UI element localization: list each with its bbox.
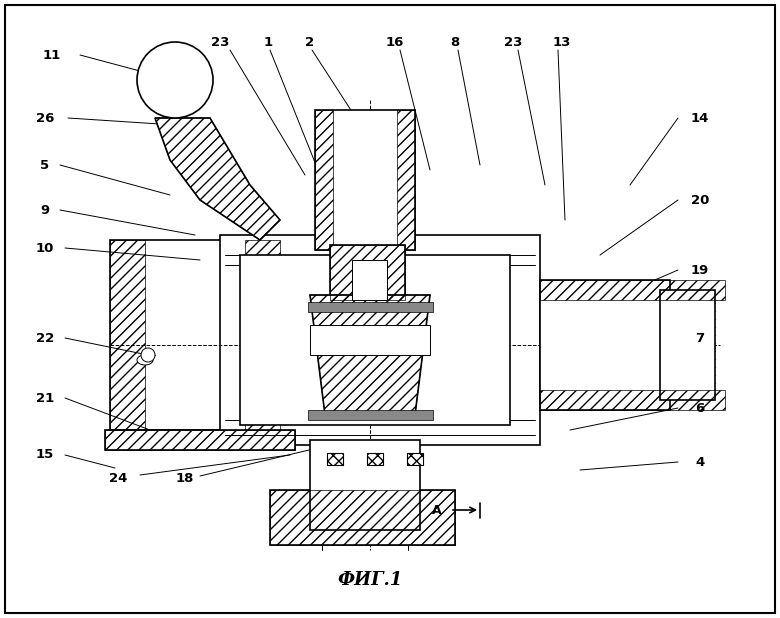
Bar	[110, 240, 280, 430]
Bar	[660, 290, 715, 400]
Text: 23: 23	[211, 35, 229, 48]
Text: 14: 14	[691, 111, 709, 124]
Polygon shape	[310, 295, 430, 415]
Text: 2: 2	[306, 35, 314, 48]
Text: ФИГ.1: ФИГ.1	[338, 571, 402, 589]
Bar	[367, 453, 383, 465]
Bar	[245, 240, 280, 430]
Text: 20: 20	[691, 193, 709, 206]
Bar	[110, 240, 145, 430]
Text: 1: 1	[264, 35, 272, 48]
Bar	[330, 245, 405, 300]
Bar	[105, 430, 295, 450]
Bar	[330, 245, 405, 300]
Bar	[315, 110, 415, 250]
Text: 10: 10	[36, 242, 54, 255]
Circle shape	[141, 348, 155, 362]
Bar	[308, 302, 433, 312]
Bar	[240, 255, 510, 425]
Bar	[540, 280, 725, 300]
Bar	[352, 260, 387, 300]
Bar	[270, 490, 455, 545]
Text: 4: 4	[696, 455, 704, 468]
Bar	[105, 430, 295, 450]
Text: 13: 13	[553, 35, 571, 48]
Ellipse shape	[137, 355, 153, 365]
Text: 21: 21	[36, 391, 54, 405]
Text: 8: 8	[450, 35, 459, 48]
Text: 26: 26	[36, 111, 54, 124]
Bar	[407, 453, 423, 465]
Text: A: A	[356, 148, 365, 161]
Text: 5: 5	[41, 158, 50, 172]
Bar	[310, 440, 420, 530]
Polygon shape	[155, 118, 280, 240]
Bar	[367, 453, 383, 465]
Bar	[220, 235, 540, 445]
Bar	[308, 410, 433, 420]
Circle shape	[137, 42, 213, 118]
Bar	[397, 110, 415, 250]
Text: A: A	[432, 504, 442, 517]
Bar	[327, 453, 343, 465]
Text: 18: 18	[176, 472, 194, 485]
Bar	[315, 110, 333, 250]
Text: 19: 19	[691, 263, 709, 276]
Text: 16: 16	[386, 35, 404, 48]
Text: 6: 6	[696, 402, 704, 415]
Bar	[327, 453, 343, 465]
Bar	[310, 325, 430, 355]
Bar	[540, 280, 670, 410]
Text: 23: 23	[504, 35, 522, 48]
Text: 15: 15	[36, 449, 54, 462]
Bar	[270, 490, 455, 545]
Text: 24: 24	[109, 472, 127, 485]
Bar	[407, 453, 423, 465]
Text: 11: 11	[43, 48, 61, 62]
Text: 7: 7	[696, 331, 704, 344]
Text: 9: 9	[41, 203, 50, 216]
Bar	[540, 390, 725, 410]
Text: 22: 22	[36, 331, 54, 344]
